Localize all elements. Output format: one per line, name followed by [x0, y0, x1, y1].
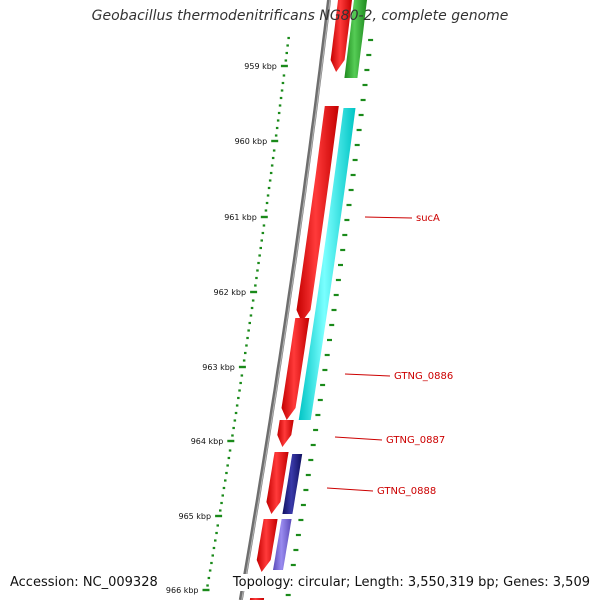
genome-summary-text: Topology: circular; Length: 3,550,319 bp…	[230, 574, 592, 591]
cds-arrow	[330, 0, 352, 72]
hit-tracks	[273, 0, 367, 570]
map-title: Geobacillus thermodenitrificans NG80-2, …	[91, 8, 509, 24]
feature-labels: sucA GTNG_0886 GTNG_0887 GTNG_0888	[326, 213, 453, 497]
leader-line	[364, 216, 413, 219]
scale-label: 963 kbp	[202, 363, 235, 372]
scale-label: 960 kbp	[235, 137, 268, 146]
feature-label-gtng-0886: GTNG_0886	[394, 371, 453, 382]
backbone	[238, 0, 331, 600]
feature-label-gtng-0888: GTNG_0888	[377, 486, 436, 497]
scale-label: 961 kbp	[224, 213, 257, 222]
accession-text: Accession: NC_009328	[8, 574, 160, 591]
scale-ticks	[202, 36, 374, 597]
backbone-highlight	[241, 0, 331, 600]
cds-arrow	[256, 519, 278, 572]
scale-label: 962 kbp	[213, 288, 246, 297]
hit-band-purple	[273, 519, 292, 570]
hit-band-green	[344, 0, 367, 78]
scale-label: 966 kbp	[166, 586, 199, 595]
feature-label-gtng-0887: GTNG_0887	[386, 435, 445, 446]
leader-line	[326, 487, 374, 492]
scale-label: 959 kbp	[244, 62, 277, 71]
feature-label-suca: sucA	[416, 213, 440, 224]
cds-arrow	[277, 420, 294, 447]
leader-line	[344, 373, 391, 377]
hit-band-cyan	[298, 108, 356, 420]
hit-band-navy	[282, 454, 303, 514]
scale-label: 964 kbp	[191, 437, 224, 446]
cds-arrow	[266, 452, 289, 514]
cds-arrow	[281, 318, 310, 420]
cds-arrow	[296, 106, 339, 322]
scale-labels: 959 kbp 960 kbp 961 kbp 962 kbp 963 kbp 964 k…	[166, 62, 277, 595]
backbone-line	[238, 0, 331, 600]
cds-track	[249, 0, 352, 600]
scale-label: 965 kbp	[178, 512, 211, 521]
leader-line	[334, 436, 383, 441]
